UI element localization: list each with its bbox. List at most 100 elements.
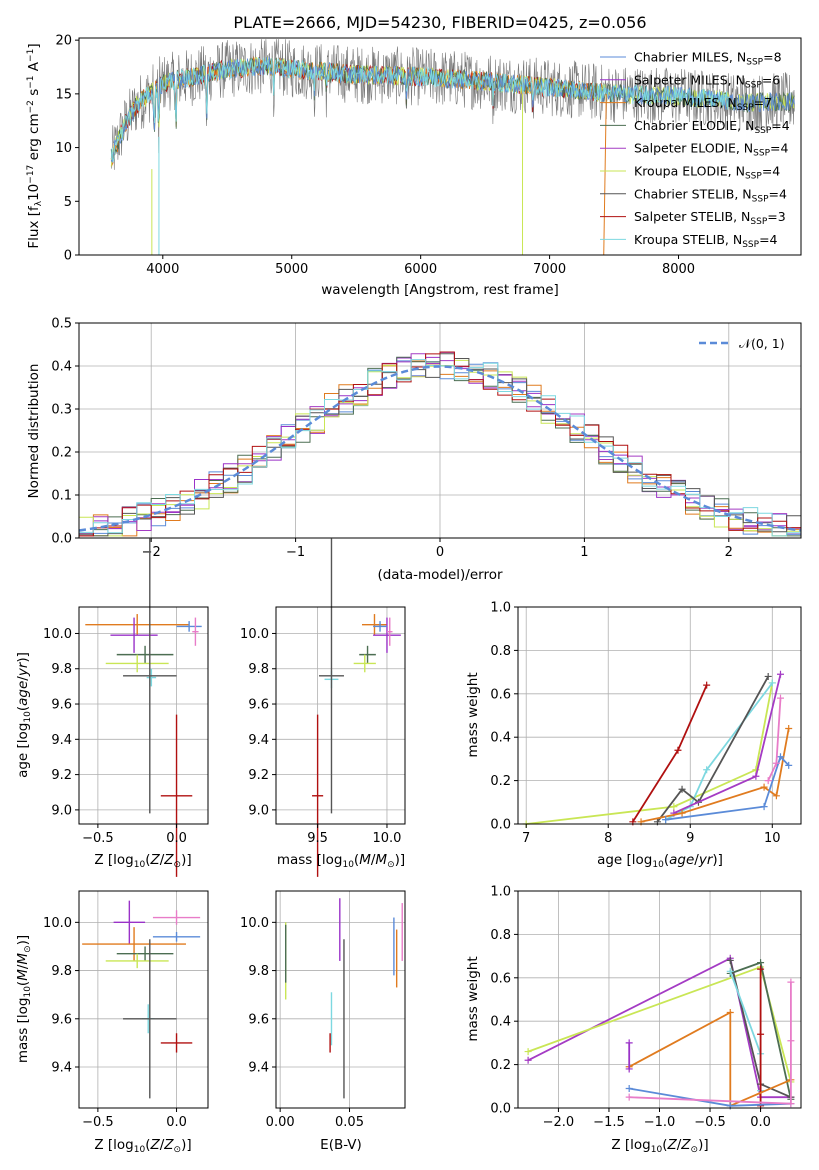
y-tick-label: 9.4	[51, 1061, 72, 1076]
legend-label: Chabrier STELIB, NSSP=4	[634, 186, 787, 204]
z-weight-ylabel: mass weight	[465, 956, 481, 1041]
x-tick-label: 0.0	[166, 831, 187, 846]
legend-label: Chabrier ELODIE, NSSP=4	[634, 118, 790, 136]
z-vs-mass-panel: −0.5 0.0 9.4 9.6 9.8 10.0 Z [log10(Z/Z⊙)] mas…	[15, 890, 209, 1155]
x-tick-label: −1.5	[593, 1115, 625, 1130]
y-tick-label: 0.8	[490, 644, 511, 659]
legend-label: Salpeter ELODIE, NSSP=4	[634, 141, 789, 159]
z-vs-mass-plot-area	[79, 891, 208, 1108]
x-tick-label: −2.0	[543, 1115, 575, 1130]
weight-marker	[757, 959, 765, 967]
weight-marker	[703, 681, 711, 689]
y-tick-label: 1.0	[490, 885, 511, 900]
y-tick-label: 9.6	[51, 1012, 72, 1027]
legend-label: Chabrier MILES, NSSP=8	[634, 50, 782, 68]
x-tick-label: 2	[725, 545, 733, 560]
weight-line	[656, 675, 769, 823]
y-tick-label: 0.0	[490, 818, 511, 833]
normal-curve-legend-label: 𝒩(0, 1)	[739, 336, 785, 351]
spectrum-ylabel: Flux [fλ10−17 erg cm−2 s−1 A−1]	[26, 43, 44, 248]
weight-marker	[787, 1037, 795, 1045]
weight-marker	[670, 803, 678, 811]
weight-marker	[776, 694, 784, 702]
y-tick-label: 0	[64, 249, 72, 264]
mass-vs-age-ticks: 9.5 10.0 9.0 9.2 9.4 9.6 9.8 10.0	[240, 627, 401, 846]
x-tick-label: 0.0	[750, 1115, 771, 1130]
legend-label: Kroupa MILES, NSSP=7	[634, 95, 772, 113]
z-vs-age-frame	[78, 606, 209, 825]
weight-marker	[678, 809, 686, 817]
y-tick-label: 9.8	[248, 964, 269, 979]
x-tick-label: 7	[522, 831, 530, 846]
residual-histogram	[79, 351, 801, 537]
y-tick-label: 10.0	[43, 916, 72, 931]
weight-marker	[524, 1056, 532, 1064]
weight-marker	[760, 803, 768, 811]
y-tick-label: 0.4	[490, 1015, 511, 1030]
y-tick-label: 9.4	[51, 733, 72, 748]
x-tick-label: −0.5	[82, 1115, 114, 1130]
mass-vs-age-panel: 9.5 10.0 9.0 9.2 9.4 9.6 9.8 10.0 mass [log10(M…	[240, 538, 406, 877]
y-tick-label: 9.4	[248, 1061, 269, 1076]
mass-vs-age-xlabel: mass [log10(M/M⊙)]	[277, 852, 405, 870]
y-tick-label: 5	[64, 195, 72, 210]
weight-line	[628, 1010, 792, 1108]
weight-line	[665, 754, 790, 821]
weight-marker	[752, 772, 760, 780]
weight-marker	[726, 956, 734, 964]
x-tick-label: 1	[580, 545, 588, 560]
ebv-vs-mass-xlabel: E(B-V)	[320, 1137, 362, 1153]
x-tick-label: 8	[604, 831, 612, 846]
y-tick-label: 9.4	[248, 733, 269, 748]
x-tick-label: 0	[436, 545, 444, 560]
normal-curve	[78, 365, 802, 532]
weight-marker	[625, 1084, 633, 1092]
weight-marker	[785, 761, 793, 769]
z-weight-ticks: −2.0 −1.5 −1.0 −0.5 0.0 0.0 0.2 0.4 0.6 0.8 1.0	[490, 885, 771, 1131]
y-tick-label: 10.0	[240, 627, 269, 642]
y-tick-label: 0.6	[490, 687, 511, 702]
x-tick-label: 10	[764, 831, 781, 846]
ebv-vs-mass-frame	[275, 890, 406, 1109]
y-tick-label: 9.8	[51, 662, 72, 677]
z-vs-age-plot-area	[79, 538, 208, 877]
weight-marker	[703, 766, 711, 774]
weight-marker	[625, 1065, 633, 1073]
y-tick-label: 0.2	[51, 446, 72, 461]
x-tick-label: 0.05	[335, 1115, 364, 1130]
x-tick-label: 0.00	[266, 1115, 295, 1130]
y-tick-label: 10.0	[43, 627, 72, 642]
y-tick-label: 0.0	[490, 1102, 511, 1117]
y-tick-label: 0.2	[490, 1058, 511, 1073]
age-weight-ylabel: mass weight	[465, 672, 481, 757]
z-vs-age-ylabel: age [log10(age/yr)]	[15, 652, 33, 778]
x-tick-label: 8000	[662, 262, 695, 277]
y-tick-label: 9.6	[248, 698, 269, 713]
age-weight-frame	[517, 606, 802, 825]
z-weight-panel: −2.0 −1.5 −1.0 −0.5 0.0 0.0 0.2 0.4 0.6 0.8 1.0 Z …	[465, 885, 802, 1155]
x-tick-label: 9	[686, 831, 694, 846]
weight-marker	[760, 783, 768, 791]
weight-marker	[625, 1093, 633, 1101]
y-tick-label: 0.8	[490, 928, 511, 943]
y-tick-label: 0.3	[51, 403, 72, 418]
x-tick-label: 10.0	[372, 831, 401, 846]
y-tick-label: 0.0	[51, 532, 72, 547]
ebv-vs-mass-ticks: 0.00 0.05 9.4 9.6 9.8 10.0	[240, 916, 364, 1130]
weight-marker	[768, 679, 776, 687]
weight-marker	[772, 759, 780, 767]
weight-line	[526, 682, 774, 825]
y-tick-label: 9.8	[51, 964, 72, 979]
age-weight-xlabel: age [log10(age/yr)]	[597, 852, 723, 870]
x-tick-label: −0.5	[694, 1115, 726, 1130]
y-tick-label: 9.0	[51, 803, 72, 818]
y-tick-label: 0.4	[490, 731, 511, 746]
x-tick-label: −1	[286, 545, 305, 560]
residual-ylabel: Normed distribution	[26, 364, 42, 499]
legend-label: Salpeter STELIB, NSSP=3	[634, 209, 786, 227]
weight-marker	[772, 792, 780, 800]
y-tick-label: 9.0	[248, 803, 269, 818]
x-tick-label: 5000	[275, 262, 308, 277]
y-tick-label: 20	[55, 34, 72, 49]
